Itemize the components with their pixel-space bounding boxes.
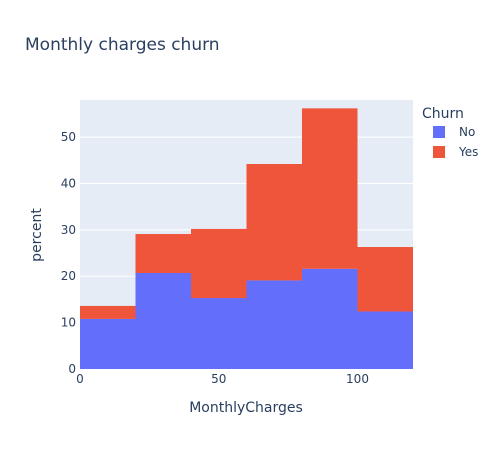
y-tick-label: 40 <box>61 176 76 190</box>
bar-yes-1 <box>135 234 191 273</box>
legend-title: Churn <box>422 106 464 122</box>
y-tick-label: 0 <box>68 362 76 376</box>
bar-no-2 <box>191 298 247 369</box>
legend-swatch-yes <box>433 146 445 158</box>
legend-label-yes: Yes <box>458 145 478 159</box>
bar-yes-5 <box>357 247 413 312</box>
bar-yes-2 <box>191 228 247 299</box>
bar-no-3 <box>246 280 302 369</box>
y-axis-ticks: 0 10 20 30 40 50 <box>61 130 76 376</box>
bar-no-5 <box>357 311 413 369</box>
y-axis-title: percent <box>29 208 45 262</box>
x-axis-title: MonthlyCharges <box>189 400 303 416</box>
bar-yes-0 <box>80 305 136 319</box>
x-tick-label: 100 <box>346 372 369 386</box>
bars <box>80 108 413 369</box>
y-tick-label: 30 <box>61 223 76 237</box>
y-tick-label: 10 <box>61 316 76 330</box>
chart-title: Monthly charges churn <box>25 35 220 55</box>
legend-swatch-no <box>433 126 445 138</box>
y-tick-label: 50 <box>61 130 76 144</box>
legend: Churn No Yes <box>422 106 478 159</box>
x-tick-label: 50 <box>211 372 226 386</box>
bar-no-4 <box>302 268 358 369</box>
legend-label-no: No <box>459 125 475 139</box>
bar-yes-4 <box>302 108 358 269</box>
x-tick-label: 0 <box>76 372 84 386</box>
y-tick-label: 20 <box>61 269 76 283</box>
bar-no-1 <box>135 272 191 369</box>
x-axis-ticks: 0 50 100 <box>76 372 369 386</box>
bar-yes-3 <box>246 164 302 281</box>
bar-no-0 <box>80 318 136 369</box>
